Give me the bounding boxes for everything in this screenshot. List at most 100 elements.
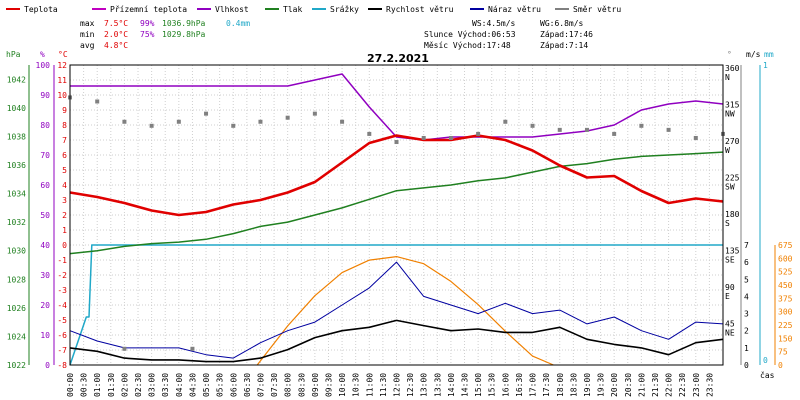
axis-pct-label: % <box>40 50 45 59</box>
tick-label-c: 0 <box>62 241 67 250</box>
tick-label-time: 14:00 <box>447 373 456 397</box>
axis-ms-label: m/s <box>746 50 761 59</box>
legend: Teplota Přízemní teplota Vlhkost Tlak Sr… <box>6 5 621 14</box>
tick-label-wm: 225 <box>778 321 793 330</box>
tick-label-time: 02:30 <box>134 373 143 397</box>
stat-max-p: 1036.9hPa <box>162 19 206 28</box>
tick-label-time: 13:00 <box>420 373 429 397</box>
tick-label-ms: 7 <box>744 241 749 250</box>
tick-label-time: 17:00 <box>529 373 538 397</box>
tick-label-c: 10 <box>57 91 67 100</box>
tick-label-time: 11:00 <box>365 373 374 397</box>
axis-time-label: čas <box>760 370 775 380</box>
tick-label-ms: 2 <box>744 327 749 336</box>
legend-naraz: Náraz větru <box>488 5 541 14</box>
tick-label-pct: 0 <box>45 361 50 370</box>
tick-label-wm: 150 <box>778 334 793 343</box>
tick-label-ms: 0 <box>744 361 749 370</box>
tick-label-c: -1 <box>57 256 67 265</box>
series-smer-point <box>476 131 481 136</box>
tick-label-hpa: 1026 <box>7 304 26 313</box>
tick-label-dir: 225 <box>725 174 740 183</box>
stat-max-label: max <box>80 19 95 28</box>
stat-max-r: 0.4mm <box>226 19 250 28</box>
tick-label-pct: 10 <box>40 331 50 340</box>
stat-min-p: 1029.8hPa <box>162 30 206 39</box>
tick-label-time: 05:30 <box>216 373 225 397</box>
tick-label-time: 11:30 <box>379 373 388 397</box>
stat-max-t: 7.5°C <box>104 19 128 28</box>
tick-label-mm: 1 <box>763 61 768 70</box>
tick-label-time: 17:30 <box>542 373 551 397</box>
tick-label-time: 09:30 <box>324 373 333 397</box>
legend-tlak: Tlak <box>283 5 302 14</box>
series-vlhkost <box>70 73 724 141</box>
tick-label-time: 20:30 <box>624 373 633 397</box>
series-smer-point <box>503 119 508 124</box>
tick-label-c: 9 <box>62 106 67 115</box>
tick-label-pct: 90 <box>40 91 50 100</box>
tick-label-c: 3 <box>62 196 67 205</box>
tick-label-c: 5 <box>62 166 67 175</box>
tick-label-mm: 0 <box>763 356 768 365</box>
series-smer-point <box>258 119 263 124</box>
stat-avg-t: 4.8°C <box>104 41 128 50</box>
tick-label-dir: W <box>725 146 730 155</box>
tick-label-c: -7 <box>57 346 67 355</box>
tick-label-wm: 300 <box>778 308 793 317</box>
tick-label-wm: 375 <box>778 294 793 303</box>
plot-frame <box>69 64 724 366</box>
stat-min-t: 2.0°C <box>104 30 128 39</box>
series-slunce <box>256 256 554 366</box>
tick-label-time: 20:00 <box>610 373 619 397</box>
tick-label-time: 21:30 <box>651 373 660 397</box>
tick-label-c: 1 <box>62 226 67 235</box>
tick-label-c: 12 <box>57 61 67 70</box>
stat-slunce: Slunce Východ:06:53 <box>424 30 516 39</box>
series-smer-point <box>448 135 453 140</box>
series-smer-point <box>204 111 209 116</box>
tick-label-time: 10:00 <box>338 373 347 397</box>
axis-mm-label: mm <box>764 50 774 59</box>
tick-label-time: 19:30 <box>597 373 606 397</box>
tick-label-time: 15:00 <box>474 373 483 397</box>
tick-label-dir: SE <box>725 256 735 265</box>
series-rychlost <box>69 319 724 363</box>
tick-label-time: 21:00 <box>637 373 646 397</box>
tick-label-wm: 0 <box>778 361 783 370</box>
tick-label-time: 19:00 <box>583 373 592 397</box>
axis-c-label: °C <box>58 50 68 59</box>
tick-label-hpa: 1022 <box>7 361 26 370</box>
tick-label-dir: NW <box>725 110 735 119</box>
series-smer-point <box>421 135 426 140</box>
tick-label-pct: 30 <box>40 271 50 280</box>
series-smer-point <box>340 119 345 124</box>
tick-label-wm: 75 <box>778 348 788 357</box>
series-smer-point <box>584 127 589 132</box>
stat-ws: WS:4.5m/s <box>472 19 516 28</box>
stat-mesic-zapad: Západ:7:14 <box>540 41 588 50</box>
tick-label-pct: 50 <box>40 211 50 220</box>
tick-label-c: -8 <box>57 361 67 370</box>
stat-min-label: min <box>80 30 95 39</box>
legend-rychlost: Rychlost větru <box>386 5 454 14</box>
tick-label-c: -3 <box>57 286 67 295</box>
tick-label-pct: 70 <box>40 151 50 160</box>
legend-prizemni-teplota: Přízemní teplota <box>110 5 187 14</box>
legend-teplota: Teplota <box>24 5 58 14</box>
tick-label-c: 8 <box>62 121 67 130</box>
axis-ticks: 1042104010381036103410321030102810261024… <box>7 61 793 397</box>
tick-label-time: 03:30 <box>161 373 170 397</box>
tick-label-c: 4 <box>62 181 67 190</box>
series-srazky <box>69 244 723 366</box>
tick-label-dir: 360 <box>725 64 740 73</box>
tick-label-time: 06:00 <box>229 373 238 397</box>
tick-label-dir: 315 <box>725 101 740 110</box>
tick-label-wm: 675 <box>778 241 793 250</box>
tick-label-time: 23:00 <box>692 373 701 397</box>
tick-label-hpa: 1024 <box>7 332 26 341</box>
tick-label-time: 16:30 <box>515 373 524 397</box>
tick-label-hpa: 1036 <box>7 161 26 170</box>
stat-wg: WG:6.8m/s <box>540 19 584 28</box>
